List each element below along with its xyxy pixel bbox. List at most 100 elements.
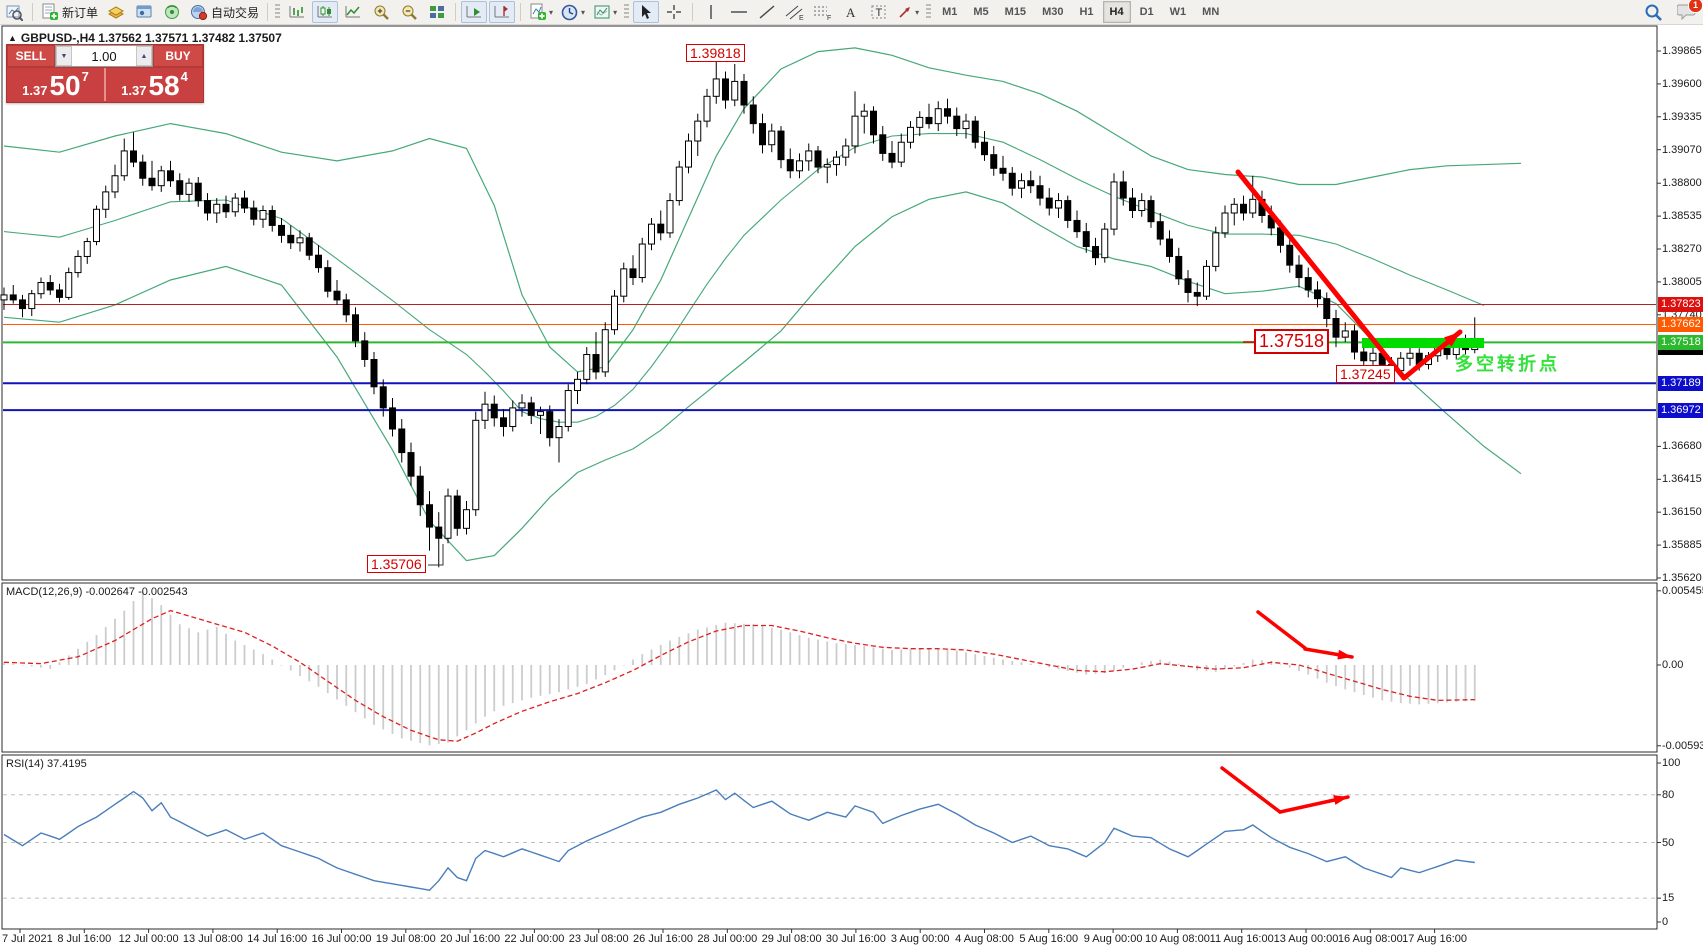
candle-bull (231, 197, 239, 213)
candle-bear (1092, 246, 1099, 259)
sell-price-pips: 50 (49, 70, 81, 101)
tile-windows-icon[interactable] (424, 1, 450, 23)
timeframe-button-H1[interactable]: H1 (1079, 6, 1094, 18)
macd-hist-bar (317, 665, 320, 687)
chat-unread-badge: 1 (1688, 0, 1703, 13)
auto-trading-button[interactable]: 自动交易 (187, 1, 262, 23)
volume-decrease-button[interactable]: ▼ (56, 46, 72, 66)
buy-price-pips: 58 (148, 70, 180, 101)
bar-chart-mode-icon[interactable] (284, 1, 310, 23)
price-tick: 1.39600 (1662, 77, 1702, 90)
fibonacci-tool-icon[interactable]: F (810, 1, 836, 23)
volume-value[interactable]: 1.00 (91, 48, 117, 64)
candle-bull (111, 175, 119, 193)
main-chart-frame (1, 25, 1658, 581)
macd-hist-bar (188, 628, 190, 665)
timeframe-bar: M1 M5 M15 M30 H1 H4 D1 W1 MN (934, 1, 1227, 23)
trendline-tool-icon[interactable] (754, 1, 780, 23)
macd-hist-bar (807, 637, 810, 665)
price-annotation-label[interactable]: 1.35706 (367, 555, 426, 573)
rsi-tick: 0 (1662, 916, 1669, 928)
macd-hist-bar (955, 650, 958, 665)
community-chat-button[interactable]: 1 (1676, 0, 1703, 23)
candle-bear (361, 340, 369, 360)
toolbar-grip[interactable] (275, 4, 281, 20)
vertical-line-tool-icon[interactable] (698, 1, 724, 23)
toolbar-grip[interactable] (926, 4, 932, 20)
chart-shift-icon[interactable] (489, 1, 516, 23)
price-annotation-label[interactable]: 1.39818 (686, 44, 745, 62)
macd-hist-bar (548, 665, 551, 695)
market-watch-icon[interactable] (1, 1, 27, 23)
macd-hist-bar (1233, 665, 1236, 667)
timeframe-button-M15[interactable]: M15 (1004, 6, 1027, 18)
macd-hist-bar (937, 648, 940, 665)
candle-bear (416, 475, 424, 506)
macd-hist-bar (678, 636, 681, 665)
arrowhead (1333, 795, 1348, 805)
line-chart-mode-icon[interactable] (340, 1, 366, 23)
turning-point-note[interactable]: 多空转折点 (1455, 354, 1560, 374)
search-icon[interactable] (1640, 1, 1666, 23)
equidistant-channel-tool-icon[interactable]: E (782, 1, 808, 23)
candle-bear (278, 224, 285, 236)
arrowhead (1337, 649, 1352, 660)
cursor-tool-icon[interactable] (633, 1, 660, 23)
time-label: 23 Jul 08:00 (568, 933, 629, 945)
macd-hist-bar (733, 623, 736, 665)
timeframe-button-W1[interactable]: W1 (1169, 6, 1187, 18)
candle-bull (620, 268, 628, 297)
macd-hist-bar (1076, 665, 1078, 673)
sell-price[interactable]: 1.37 50 7 (7, 68, 106, 101)
candle-bear (315, 254, 322, 269)
toolbar-grip[interactable] (624, 4, 630, 20)
price-annotation-label[interactable]: 1.37518 (1254, 329, 1330, 354)
horizontal-line-tool-icon[interactable] (726, 1, 752, 23)
timeframe-button-MN[interactable]: MN (1202, 6, 1220, 18)
candlestick-mode-icon[interactable] (312, 1, 339, 23)
macd-hist-bar (21, 665, 24, 666)
volume-input[interactable]: ▼ 1.00 ▲ (55, 45, 153, 67)
candle-bull (120, 150, 128, 177)
candle-bear (879, 134, 887, 154)
volume-increase-button[interactable]: ▲ (136, 46, 152, 66)
rsi-indicator-label: RSI(14) 37.4195 (6, 758, 87, 770)
crosshair-tool-icon[interactable] (661, 1, 687, 23)
one-click-trading-panel: SELL ▼ 1.00 ▲ BUY 1.37 50 7 1.37 58 4 (6, 44, 204, 103)
drawn-annotations[interactable] (428, 169, 1484, 814)
sell-button[interactable]: SELL (7, 45, 55, 67)
text-tool-icon[interactable]: A (838, 1, 864, 23)
candle-bull (481, 403, 489, 421)
macd-hist-bar (798, 635, 801, 665)
macd-hist-bar (1131, 665, 1134, 666)
collapse-panel-icon[interactable]: ▲ (8, 33, 17, 43)
timeframe-button-H4[interactable]: H4 (1102, 1, 1131, 23)
quotes-icon[interactable] (103, 1, 129, 23)
macd-hist-bar (151, 598, 153, 665)
auto-scroll-icon[interactable] (461, 1, 488, 23)
timeframe-button-M1[interactable]: M1 (942, 6, 958, 18)
buy-price[interactable]: 1.37 58 4 (106, 68, 203, 101)
terminal-window-icon[interactable] (131, 1, 157, 23)
period-clock-button[interactable]: ▾ (558, 1, 588, 23)
macd-hist-bar (641, 654, 644, 665)
price-annotation-label[interactable]: 1.37245 (1336, 365, 1395, 383)
macd-hist-bar (1288, 665, 1291, 668)
new-order-button[interactable]: 新订单 (38, 1, 101, 23)
timeframe-button-M30[interactable]: M30 (1042, 6, 1064, 18)
timeframe-button-M5[interactable]: M5 (973, 6, 989, 18)
zoom-out-icon[interactable] (396, 1, 422, 23)
buy-button[interactable]: BUY (153, 45, 203, 67)
macd-hist-bar (1122, 665, 1125, 668)
arrows-tool-icon[interactable]: ▾ (894, 1, 922, 23)
candle-bear (1314, 289, 1321, 300)
signals-icon[interactable] (159, 1, 185, 23)
chart-template-button[interactable]: ▾ (590, 1, 620, 23)
text-label-tool-icon[interactable]: T (866, 1, 892, 23)
add-indicator-button[interactable]: ▾ (526, 1, 556, 23)
candle-bear (527, 402, 535, 416)
macd-hist-bar (502, 665, 505, 706)
timeframe-button-D1[interactable]: D1 (1139, 6, 1154, 18)
zoom-in-icon[interactable] (368, 1, 394, 23)
